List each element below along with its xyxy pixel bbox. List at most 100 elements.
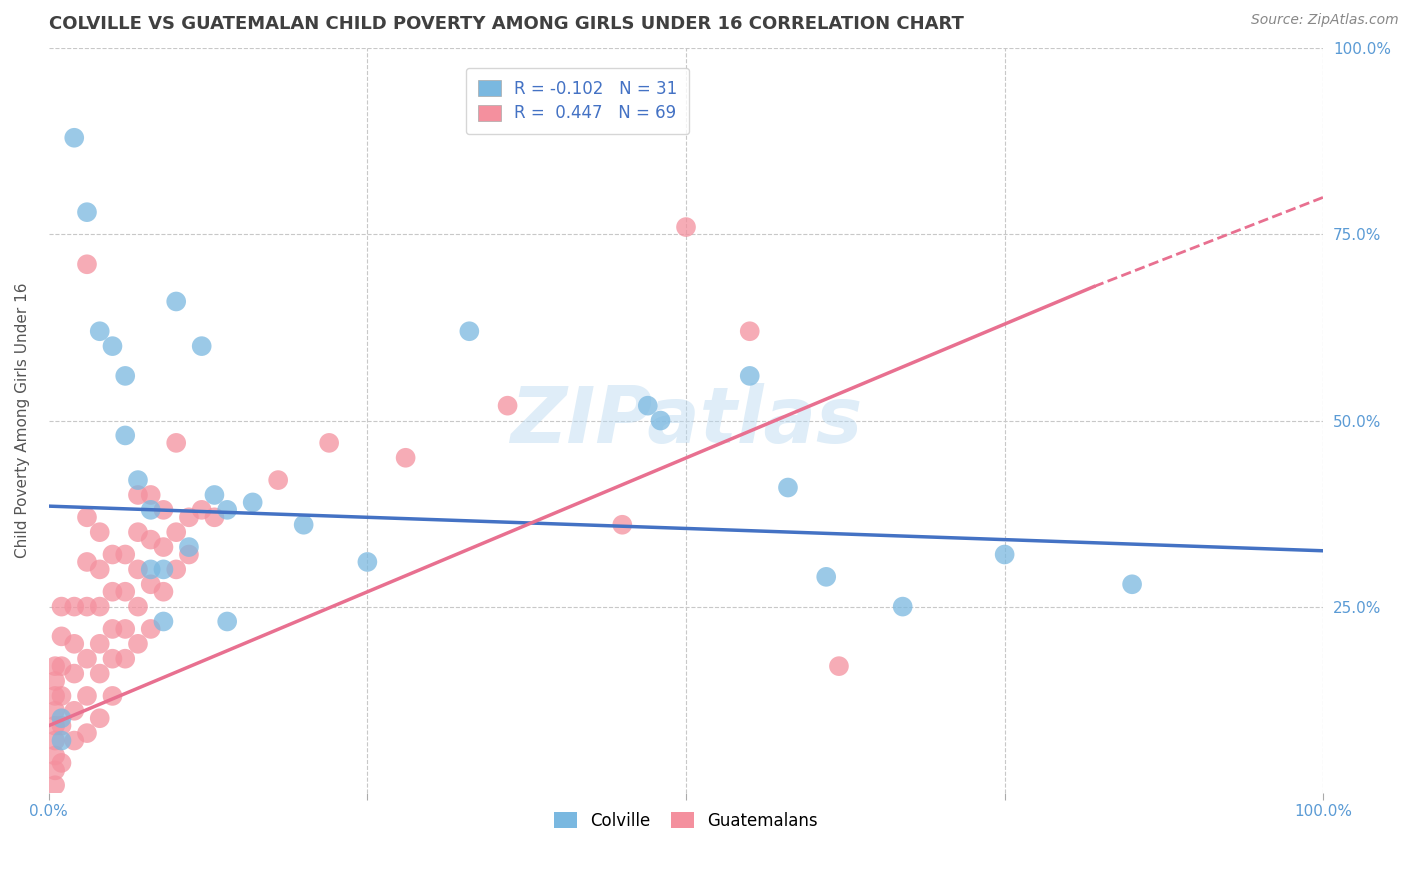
Point: [217, 503, 239, 517]
Point: [242, 495, 264, 509]
Text: ZIPatlas: ZIPatlas: [510, 383, 862, 458]
Point: [89, 666, 111, 681]
Point: [204, 488, 226, 502]
Point: [89, 525, 111, 540]
Text: COLVILLE VS GUATEMALAN CHILD POVERTY AMONG GIRLS UNDER 16 CORRELATION CHART: COLVILLE VS GUATEMALAN CHILD POVERTY AMO…: [49, 15, 963, 33]
Point: [51, 659, 73, 673]
Point: [76, 689, 98, 703]
Point: [394, 450, 416, 465]
Y-axis label: Child Poverty Among Girls Under 16: Child Poverty Among Girls Under 16: [15, 283, 30, 558]
Point: [89, 637, 111, 651]
Point: [76, 555, 98, 569]
Point: [127, 488, 149, 502]
Point: [127, 562, 149, 576]
Point: [76, 726, 98, 740]
Point: [44, 778, 66, 792]
Point: [101, 548, 124, 562]
Point: [165, 562, 187, 576]
Point: [815, 570, 838, 584]
Point: [63, 704, 86, 718]
Point: [139, 533, 162, 547]
Point: [44, 704, 66, 718]
Point: [152, 503, 174, 517]
Point: [139, 562, 162, 576]
Point: [356, 555, 378, 569]
Point: [44, 659, 66, 673]
Point: [139, 577, 162, 591]
Point: [177, 540, 200, 554]
Point: [177, 510, 200, 524]
Point: [152, 615, 174, 629]
Point: [63, 666, 86, 681]
Point: [165, 294, 187, 309]
Point: [63, 130, 86, 145]
Point: [51, 689, 73, 703]
Point: [44, 748, 66, 763]
Point: [127, 599, 149, 614]
Point: [152, 584, 174, 599]
Point: [1121, 577, 1143, 591]
Point: [44, 689, 66, 703]
Point: [127, 525, 149, 540]
Point: [63, 637, 86, 651]
Point: [89, 711, 111, 725]
Point: [76, 651, 98, 665]
Point: [76, 257, 98, 271]
Point: [51, 629, 73, 643]
Point: [267, 473, 290, 487]
Point: [738, 368, 761, 383]
Point: [114, 548, 136, 562]
Point: [139, 622, 162, 636]
Point: [496, 399, 519, 413]
Point: [650, 413, 672, 427]
Point: [612, 517, 634, 532]
Point: [76, 599, 98, 614]
Point: [89, 562, 111, 576]
Point: [637, 399, 659, 413]
Point: [76, 205, 98, 219]
Point: [101, 651, 124, 665]
Point: [114, 651, 136, 665]
Point: [51, 756, 73, 770]
Point: [114, 368, 136, 383]
Point: [292, 517, 315, 532]
Point: [165, 435, 187, 450]
Point: [51, 733, 73, 747]
Point: [44, 733, 66, 747]
Point: [994, 548, 1017, 562]
Point: [139, 503, 162, 517]
Point: [776, 481, 799, 495]
Point: [891, 599, 914, 614]
Point: [127, 473, 149, 487]
Point: [76, 510, 98, 524]
Point: [458, 324, 481, 338]
Point: [828, 659, 851, 673]
Point: [101, 339, 124, 353]
Point: [89, 599, 111, 614]
Point: [152, 540, 174, 554]
Point: [165, 525, 187, 540]
Point: [51, 599, 73, 614]
Point: [114, 622, 136, 636]
Point: [217, 615, 239, 629]
Point: [51, 711, 73, 725]
Point: [114, 428, 136, 442]
Point: [101, 584, 124, 599]
Point: [738, 324, 761, 338]
Point: [139, 488, 162, 502]
Point: [44, 673, 66, 688]
Point: [44, 719, 66, 733]
Point: [63, 599, 86, 614]
Point: [114, 584, 136, 599]
Point: [152, 562, 174, 576]
Point: [89, 324, 111, 338]
Legend: Colville, Guatemalans: Colville, Guatemalans: [547, 805, 825, 837]
Point: [51, 719, 73, 733]
Point: [101, 689, 124, 703]
Text: Source: ZipAtlas.com: Source: ZipAtlas.com: [1251, 13, 1399, 28]
Point: [318, 435, 340, 450]
Point: [44, 764, 66, 778]
Point: [177, 548, 200, 562]
Point: [127, 637, 149, 651]
Point: [63, 733, 86, 747]
